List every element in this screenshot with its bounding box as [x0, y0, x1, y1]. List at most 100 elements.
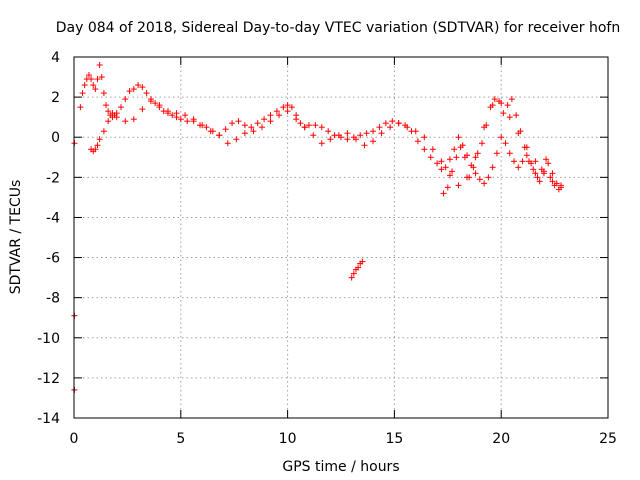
- data-point: [363, 130, 370, 137]
- y-tick-label: -4: [46, 210, 60, 226]
- x-tick-label: 25: [599, 431, 617, 447]
- axis-ticks: [73, 56, 609, 419]
- data-point: [139, 106, 146, 113]
- data-point: [203, 124, 210, 131]
- data-point: [485, 174, 492, 181]
- data-point: [382, 120, 389, 127]
- data-point: [558, 182, 565, 189]
- x-tick-label: 20: [492, 431, 510, 447]
- data-point: [555, 186, 562, 193]
- data-point: [525, 158, 532, 165]
- data-point: [79, 90, 86, 97]
- data-point: [511, 158, 518, 165]
- x-axis-label: GPS time / hours: [282, 459, 399, 475]
- data-point: [530, 166, 537, 173]
- x-tick-label: 15: [385, 431, 403, 447]
- data-point: [310, 132, 317, 139]
- data-point: [199, 122, 206, 129]
- plot-frame: [73, 56, 609, 419]
- data-point: [421, 146, 428, 153]
- data-point: [453, 154, 460, 161]
- data-point: [474, 150, 481, 157]
- data-point: [440, 190, 447, 197]
- data-point: [96, 62, 103, 69]
- data-point: [297, 120, 304, 127]
- data-point: [207, 128, 214, 135]
- data-point: [92, 86, 99, 93]
- data-point: [451, 146, 458, 153]
- data-point: [551, 182, 558, 189]
- data-point: [472, 154, 479, 161]
- data-point: [284, 108, 291, 115]
- data-point: [135, 82, 142, 89]
- data-point: [173, 110, 180, 117]
- data-point: [446, 156, 453, 163]
- data-point: [100, 90, 107, 97]
- y-tick-label: -10: [37, 331, 60, 347]
- data-point: [224, 140, 231, 147]
- data-point: [94, 76, 101, 83]
- data-point: [532, 158, 539, 165]
- chart-title: Day 084 of 2018, Sidereal Day-to-day VTE…: [56, 20, 620, 36]
- data-point: [491, 96, 498, 103]
- data-point: [276, 112, 283, 119]
- grid: [74, 57, 608, 418]
- data-point: [233, 136, 240, 143]
- data-point: [483, 122, 490, 129]
- data-point: [506, 150, 513, 157]
- data-point: [318, 140, 325, 147]
- data-point: [348, 274, 355, 281]
- data-point: [88, 76, 95, 83]
- data-point: [280, 104, 287, 111]
- data-point: [156, 102, 163, 109]
- data-point: [376, 124, 383, 131]
- data-point: [96, 136, 103, 143]
- data-point: [261, 116, 268, 123]
- data-point: [258, 124, 265, 131]
- data-point: [164, 108, 171, 115]
- data-point: [534, 174, 541, 181]
- data-point: [532, 170, 539, 177]
- data-point: [288, 104, 295, 111]
- data-point: [370, 138, 377, 145]
- data-point: [455, 134, 462, 141]
- data-point: [117, 104, 124, 111]
- data-point: [139, 84, 146, 91]
- data-point: [250, 128, 257, 135]
- data-point: [421, 134, 428, 141]
- data-point: [543, 156, 550, 163]
- data-point: [312, 122, 319, 129]
- data-point: [502, 140, 509, 147]
- y-axis-label: SDTVAR / TECUs: [8, 180, 24, 295]
- data-point: [241, 130, 248, 137]
- data-point: [387, 124, 394, 131]
- data-point: [444, 184, 451, 191]
- data-point: [105, 118, 112, 125]
- data-point: [446, 172, 453, 179]
- data-point: [81, 82, 88, 89]
- y-tick-label: -6: [46, 251, 60, 267]
- data-point: [235, 118, 242, 125]
- data-point: [519, 158, 526, 165]
- data-point: [169, 112, 176, 119]
- data-point: [267, 112, 274, 119]
- x-tick-label: 0: [70, 431, 79, 447]
- data-point: [344, 130, 351, 137]
- data-point: [508, 96, 515, 103]
- data-point: [536, 178, 543, 185]
- y-tick-label: -2: [46, 170, 60, 186]
- data-point: [222, 126, 229, 133]
- data-point: [523, 152, 530, 159]
- data-point: [254, 120, 261, 127]
- data-point: [327, 136, 334, 143]
- data-point: [130, 116, 137, 123]
- data-point: [449, 168, 456, 175]
- data-point: [513, 112, 520, 119]
- data-point: [344, 136, 351, 143]
- data-point: [352, 136, 359, 143]
- data-point: [143, 90, 150, 97]
- data-point: [547, 174, 554, 181]
- data-point: [500, 110, 507, 117]
